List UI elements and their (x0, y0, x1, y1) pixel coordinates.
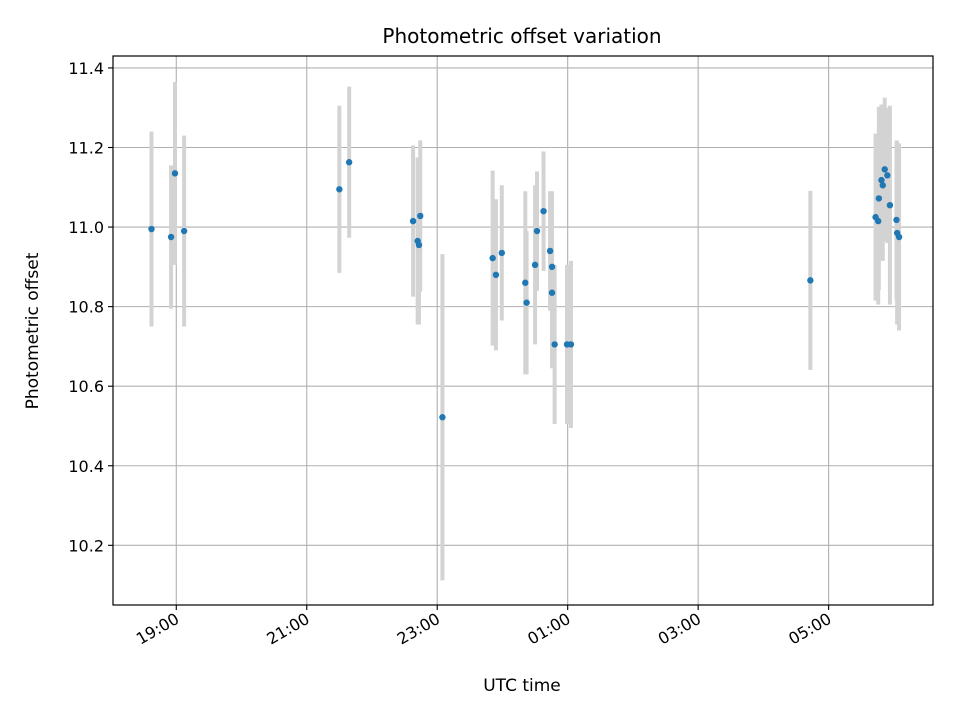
data-point (439, 414, 446, 421)
data-point (546, 247, 554, 255)
data-point (881, 166, 888, 173)
y-tick-label: 11.0 (68, 218, 104, 237)
data-point (531, 261, 539, 269)
data-point (567, 341, 575, 348)
x-axis-label: UTC time (483, 676, 561, 696)
y-axis-ticks: 10.2 10.4 10.6 10.8 11.0 11.2 11.4 (68, 59, 113, 555)
y-tick-label: 11.4 (68, 59, 104, 78)
data-point (878, 176, 885, 184)
y-tick-label: 10.4 (68, 457, 104, 476)
data-point (875, 217, 882, 225)
chart-title: Photometric offset variation (382, 24, 661, 48)
data-point (893, 216, 900, 224)
y-tick-label: 10.8 (68, 298, 104, 317)
data-point (879, 182, 886, 189)
data-point (345, 159, 353, 166)
data-point (551, 341, 558, 348)
data-point (540, 207, 547, 215)
data-points (148, 159, 903, 421)
data-point (895, 233, 903, 241)
data-point (336, 186, 343, 193)
y-axis-label: Photometric offset (23, 252, 43, 409)
data-point (148, 225, 155, 233)
data-point (409, 217, 417, 225)
data-point (884, 172, 891, 179)
data-point (548, 289, 556, 296)
data-point (522, 279, 529, 286)
data-point (492, 271, 500, 279)
data-point (523, 299, 530, 306)
plot-frame (112, 55, 934, 606)
data-point (180, 227, 188, 235)
y-tick-label: 10.2 (68, 536, 104, 555)
data-point (167, 233, 175, 241)
data-point (171, 170, 179, 177)
data-point (807, 277, 814, 284)
data-point (886, 201, 894, 209)
data-point (875, 195, 883, 202)
y-tick-label: 10.6 (68, 377, 104, 396)
data-point (498, 249, 505, 257)
data-point (417, 212, 424, 220)
data-point (489, 254, 496, 262)
data-point (548, 263, 556, 271)
data-point (533, 227, 541, 235)
data-point (415, 241, 423, 249)
y-tick-label: 11.2 (68, 139, 104, 158)
grid-lines (113, 56, 933, 605)
